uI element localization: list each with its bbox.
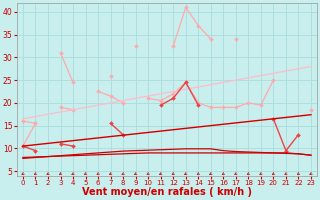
X-axis label: Vent moyen/en rafales ( km/h ): Vent moyen/en rafales ( km/h ) [82,187,252,197]
